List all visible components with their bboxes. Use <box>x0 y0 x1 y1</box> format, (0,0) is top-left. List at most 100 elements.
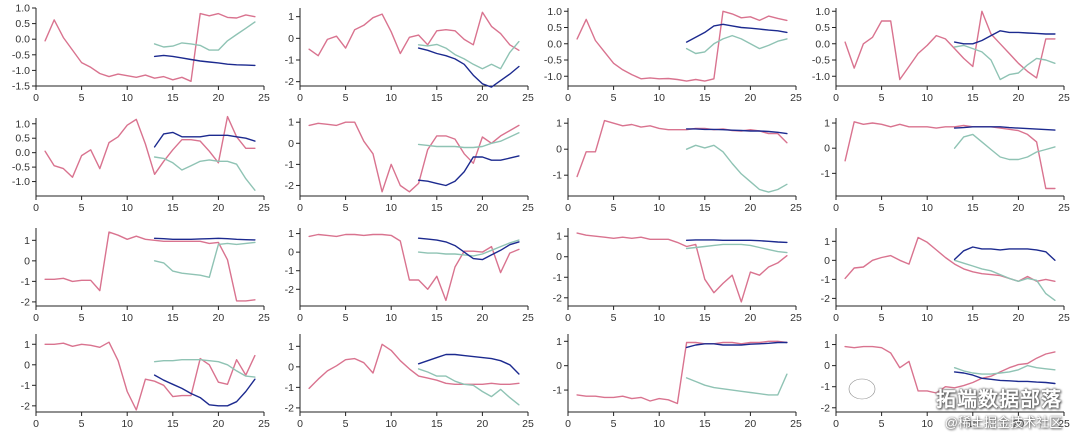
x-tick-label: 20 <box>1013 312 1025 324</box>
series-line-forecast-b <box>153 131 256 148</box>
y-tick-label: -1 <box>285 159 294 171</box>
x-tick-label: 15 <box>167 202 179 214</box>
y-tick-label: -1 <box>285 265 294 277</box>
series-line-forecast-b <box>953 30 1056 45</box>
x-tick-label: 5 <box>879 92 885 104</box>
x-tick-label: 5 <box>343 312 349 324</box>
x-tick-label: 15 <box>967 312 979 324</box>
x-tick-label: 10 <box>653 92 665 104</box>
x-tick-label: 15 <box>967 418 979 430</box>
y-tick-label: 0 <box>24 359 30 371</box>
x-tick-label: 25 <box>790 418 802 430</box>
y-tick-label: 0.0 <box>815 38 830 50</box>
y-tick-label: 1 <box>556 336 562 348</box>
series-line-forecast-b <box>153 54 256 67</box>
y-tick-label: 1.0 <box>15 118 30 130</box>
x-tick-label: 0 <box>565 312 571 324</box>
x-tick-label: 5 <box>79 312 85 324</box>
x-tick-label: 25 <box>522 312 534 324</box>
x-tick-label: 0 <box>297 202 303 214</box>
series-line-actual <box>308 11 520 57</box>
series-line-actual <box>308 121 520 193</box>
y-tick-label: 0 <box>556 360 562 372</box>
y-tick-label: 0 <box>824 255 830 267</box>
x-tick-label: 0 <box>833 418 839 430</box>
y-tick-label: -1.0 <box>12 176 30 188</box>
chart-panel-3: -1.0 -0.5 0.0 0.5 1.0 0 5 10 15 20 25 <box>544 6 802 104</box>
series-line-forecast-b <box>153 237 256 241</box>
y-tick-label: 1 <box>288 117 294 129</box>
y-tick-label: -2 <box>21 400 30 412</box>
y-tick-label: 0 <box>288 33 294 45</box>
y-tick-label: 1 <box>24 339 30 351</box>
y-tick-label: 1 <box>288 11 294 23</box>
x-tick-label: 10 <box>121 418 133 430</box>
x-tick-label: 20 <box>477 418 489 430</box>
x-tick-label: 25 <box>1058 202 1070 214</box>
x-tick-label: 0 <box>833 312 839 324</box>
x-tick-label: 5 <box>343 418 349 430</box>
y-tick-label: -1 <box>21 276 30 288</box>
x-tick-label: 5 <box>611 418 617 430</box>
x-tick-label: 10 <box>121 92 133 104</box>
x-tick-label: 15 <box>699 92 711 104</box>
x-tick-label: 0 <box>33 312 39 324</box>
x-tick-label: 5 <box>879 312 885 324</box>
x-tick-label: 5 <box>611 202 617 214</box>
series-line-forecast-b <box>685 341 788 349</box>
y-tick-label: 1 <box>556 231 562 243</box>
y-tick-label: -1.0 <box>544 71 562 83</box>
series-line-actual <box>576 10 788 82</box>
y-tick-label: 0 <box>288 361 294 373</box>
x-tick-label: 25 <box>790 202 802 214</box>
y-tick-label: 0.0 <box>547 38 562 50</box>
x-tick-label: 15 <box>431 202 443 214</box>
y-tick-label: 1 <box>288 341 294 353</box>
y-tick-label: 0 <box>556 251 562 263</box>
series-line-forecast-b <box>685 239 788 244</box>
y-tick-label: -2 <box>285 76 294 88</box>
y-tick-label: 1 <box>824 236 830 248</box>
y-tick-label: -1 <box>285 55 294 67</box>
series-line-forecast-a <box>953 133 1056 161</box>
y-tick-label: -0.5 <box>12 49 30 61</box>
y-tick-label: -1 <box>821 274 830 286</box>
chart-panel-1: -1.5 -1.0 -0.5 0.0 0.5 1.0 0 5 10 15 20 25 <box>12 3 270 105</box>
x-tick-label: 0 <box>565 418 571 430</box>
y-tick-label: 0.5 <box>15 133 30 145</box>
series-line-forecast-a <box>953 259 1056 301</box>
y-tick-label: 0.5 <box>815 22 830 34</box>
x-tick-label: 0 <box>33 418 39 430</box>
x-tick-label: 5 <box>611 92 617 104</box>
x-tick-label: 15 <box>699 418 711 430</box>
x-tick-label: 10 <box>921 418 933 430</box>
x-tick-label: 15 <box>967 92 979 104</box>
series-line-actual <box>844 10 1056 81</box>
x-tick-label: 20 <box>1013 418 1025 430</box>
y-tick-label: 0.5 <box>547 22 562 34</box>
x-tick-label: 10 <box>653 202 665 214</box>
series-line-forecast-a <box>685 373 788 396</box>
x-tick-label: 10 <box>653 418 665 430</box>
y-tick-label: -2 <box>821 402 830 414</box>
y-tick-label: 1 <box>556 118 562 130</box>
series-line-forecast-a <box>153 241 256 278</box>
x-tick-label: 20 <box>477 202 489 214</box>
y-tick-label: -1 <box>553 385 562 397</box>
series-line-actual <box>44 115 256 178</box>
series-line-actual <box>844 236 1056 282</box>
series-line-forecast-a <box>417 368 520 406</box>
y-tick-label: -2 <box>285 284 294 296</box>
y-tick-label: 0 <box>824 360 830 372</box>
x-tick-label: 20 <box>213 312 225 324</box>
x-tick-label: 15 <box>967 202 979 214</box>
y-tick-label: -0.5 <box>544 55 562 67</box>
x-tick-label: 0 <box>297 418 303 430</box>
chart-panel-5: -1.0 -0.5 0.0 0.5 1.0 0 5 10 15 20 25 <box>12 115 270 214</box>
